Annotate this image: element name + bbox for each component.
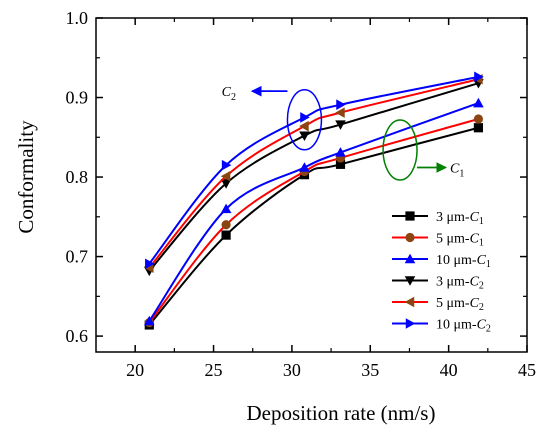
x-tick-label: 40 [440,360,458,380]
plot-frame [95,17,528,353]
x-tick-label: 30 [283,360,301,380]
data-point [336,99,346,110]
series-6 [145,71,484,270]
legend: 3 μm-C1 5 μm-C1 10 μm-C1 3 μm-C2 5 μm-C2 10 μ… [392,210,491,335]
data-point [299,162,310,172]
y-tick-label: 0.9 [66,88,89,108]
data-point [143,315,155,326]
legend-label: 5 μm-C1 [436,232,484,249]
legend-label: 5 μm-C2 [436,296,484,313]
data-point [474,71,484,83]
x-tick-label: 45 [518,360,536,380]
legend-marker [405,232,415,243]
data-point [299,131,310,141]
annotation-label-subscript: 1 [459,169,464,180]
x-tick-label: 35 [361,360,379,380]
x-axis-title: Deposition rate (nm/s) [247,401,436,425]
series-layer [143,71,484,330]
data-point [335,107,345,118]
y-tick-label: 0.8 [66,167,89,187]
annotation-ellipse [286,89,323,151]
data-point [335,147,346,157]
y-tick-label: 1.0 [66,8,89,28]
data-point [473,123,484,133]
data-point [220,170,231,182]
annotation-1: C2 [222,85,323,151]
y-tick-label: 0.7 [66,247,89,267]
legend-label: 10 μm-C1 [436,253,491,270]
x-tick-label: 25 [205,360,223,380]
legend-marker [405,318,416,329]
legend-entry: 5 μm-C1 [392,232,484,249]
data-point [221,159,232,171]
axes: 20 25 30 35 40 45 0.6 0.7 0.8 0.9 1.0 [66,8,537,380]
legend-marker [405,211,415,221]
legend-label: 3 μm-C2 [436,275,484,292]
data-point [473,97,484,108]
data-point [335,120,346,130]
legend-entry: 3 μm-C2 [392,275,484,292]
data-point [220,179,232,189]
legend-label: 10 μm-C2 [436,318,491,335]
data-point [300,112,310,123]
y-axis-title: Conformality [14,120,38,234]
annotation-label-subscript: 2 [231,92,236,103]
data-point [299,120,309,132]
legend-entry: 3 μm-C1 [392,210,484,227]
data-point [221,230,231,240]
legend-entry: 10 μm-C2 [392,318,491,335]
legend-label: 3 μm-C1 [436,210,484,227]
data-point [473,114,484,124]
series-3 [143,97,484,326]
data-point [221,220,231,230]
legend-entry: 10 μm-C1 [392,253,491,270]
legend-entry: 5 μm-C2 [392,296,484,313]
y-tick-label: 0.6 [66,326,89,346]
x-tick-label: 20 [126,360,144,380]
series-4 [143,78,484,277]
legend-marker [404,276,416,286]
data-point [145,258,155,270]
data-point [335,159,346,169]
legend-marker [404,296,415,308]
annotation-ellipse [382,119,418,181]
data-point [220,203,232,214]
legend-marker [404,253,416,264]
